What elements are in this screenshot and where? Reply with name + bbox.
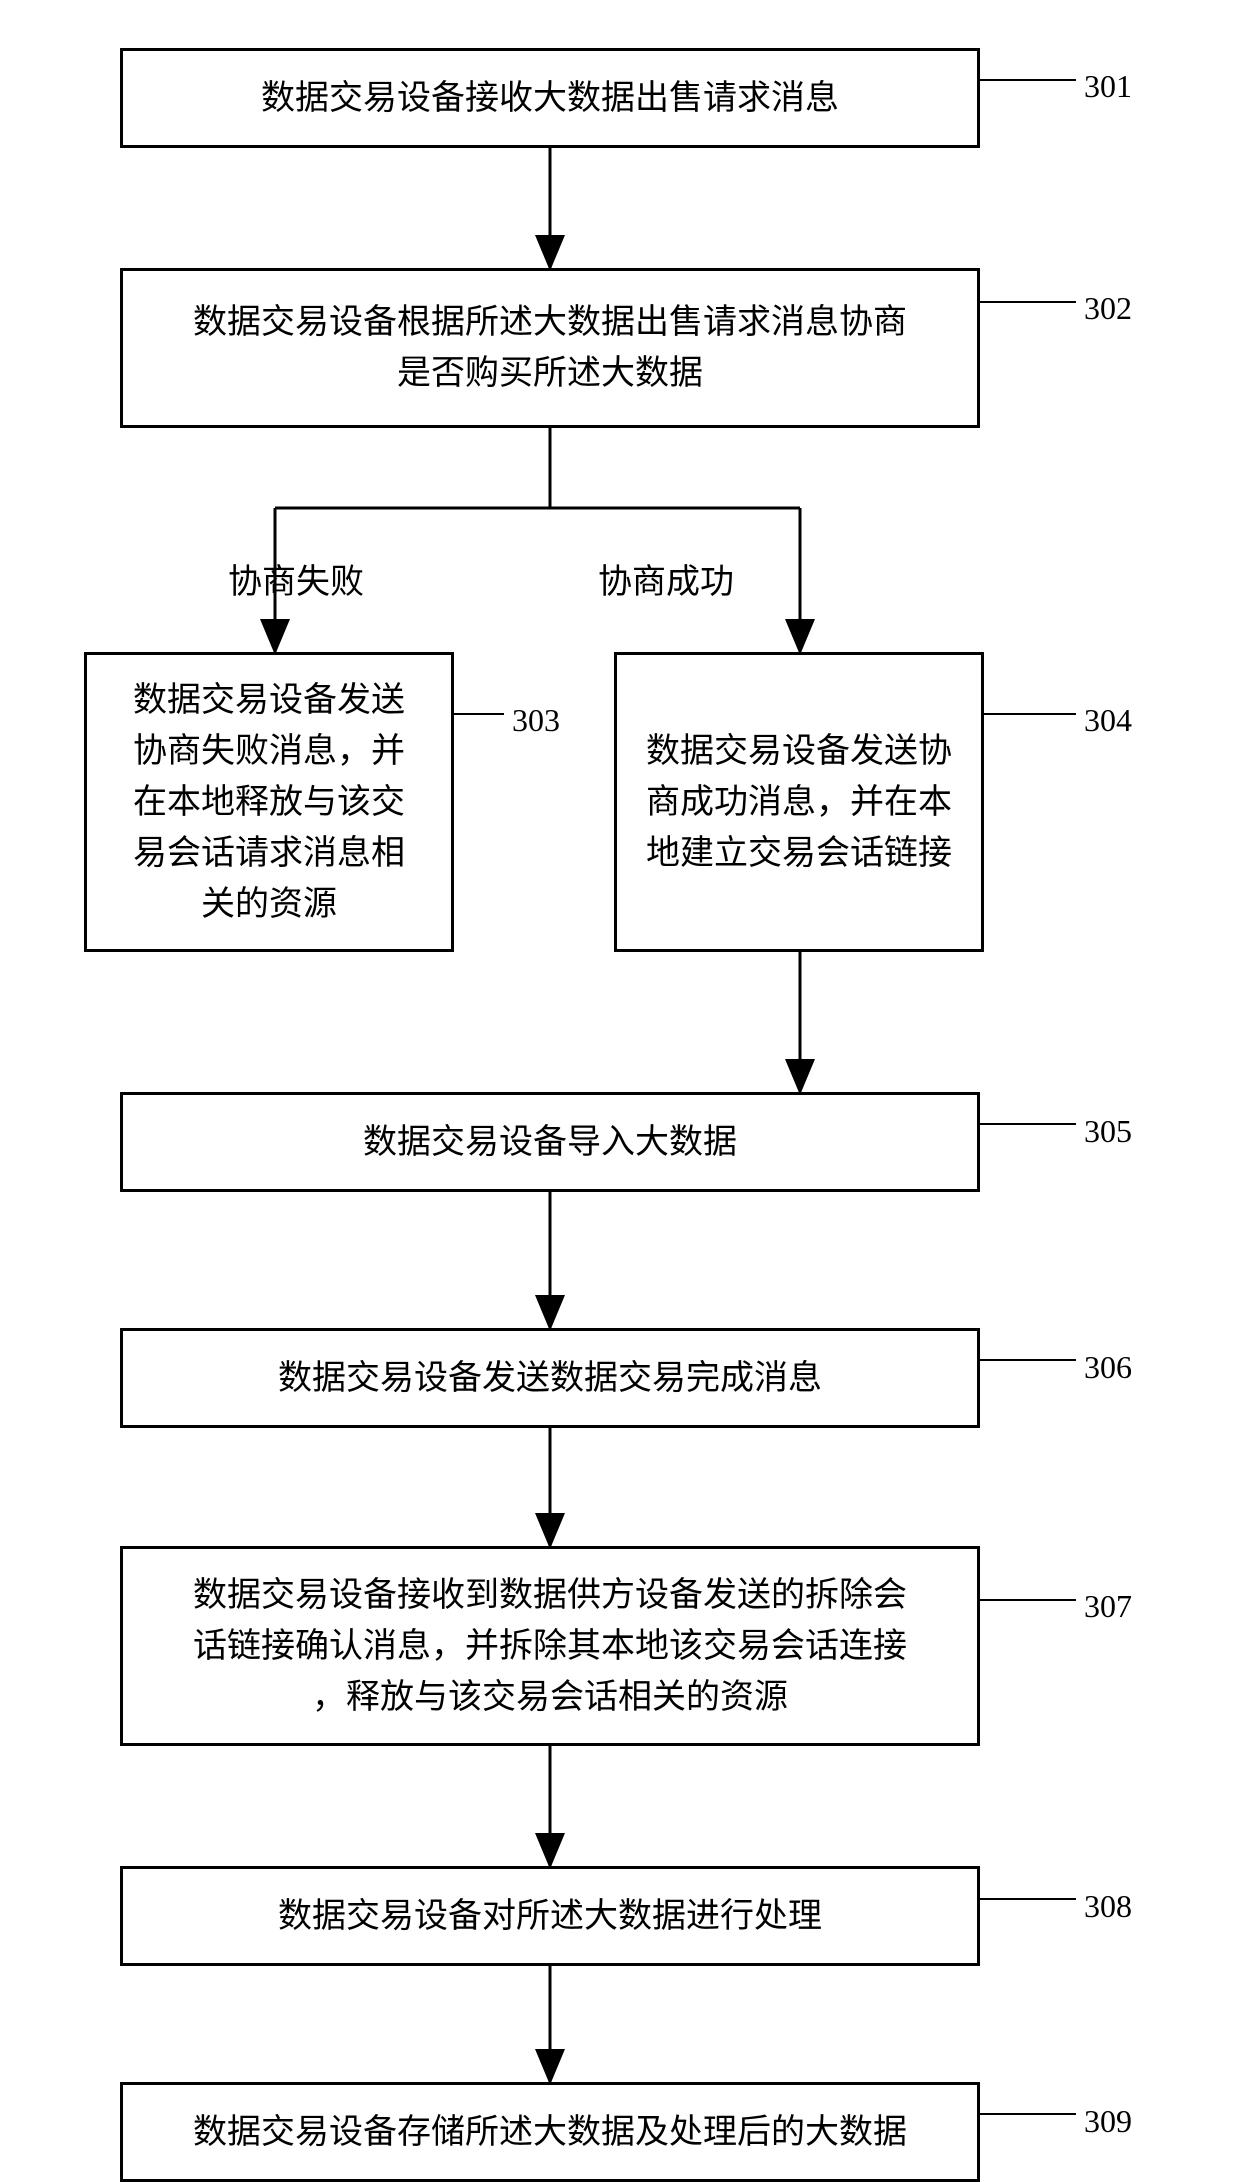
node-label-305: 305	[1084, 1113, 1132, 1150]
flowchart-node-n308: 数据交易设备对所述大数据进行处理	[120, 1866, 980, 1966]
edge-label-1: 协商成功	[598, 554, 734, 603]
flowchart-node-n301: 数据交易设备接收大数据出售请求消息	[120, 48, 980, 148]
node-label-301: 301	[1084, 68, 1132, 105]
node-label-307: 307	[1084, 1588, 1132, 1625]
node-label-306: 306	[1084, 1349, 1132, 1386]
node-label-309: 309	[1084, 2103, 1132, 2140]
node-label-308: 308	[1084, 1888, 1132, 1925]
flowchart-node-n307: 数据交易设备接收到数据供方设备发送的拆除会 话链接确认消息，并拆除其本地该交易会…	[120, 1546, 980, 1746]
flowchart-node-n305: 数据交易设备导入大数据	[120, 1092, 980, 1192]
flowchart-node-n304: 数据交易设备发送协 商成功消息，并在本 地建立交易会话链接	[614, 652, 984, 952]
node-label-303: 303	[512, 702, 560, 739]
node-label-304: 304	[1084, 702, 1132, 739]
flowchart-node-n309: 数据交易设备存储所述大数据及处理后的大数据	[120, 2082, 980, 2182]
flowchart-node-n303: 数据交易设备发送 协商失败消息，并 在本地释放与该交 易会话请求消息相 关的资源	[84, 652, 454, 952]
flowchart-canvas: 数据交易设备接收大数据出售请求消息 301 数据交易设备根据所述大数据出售请求消息协…	[0, 0, 1240, 2177]
edge-label-0: 协商失败	[228, 554, 364, 603]
flowchart-node-n302: 数据交易设备根据所述大数据出售请求消息协商 是否购买所述大数据	[120, 268, 980, 428]
flowchart-node-n306: 数据交易设备发送数据交易完成消息	[120, 1328, 980, 1428]
node-label-302: 302	[1084, 290, 1132, 327]
